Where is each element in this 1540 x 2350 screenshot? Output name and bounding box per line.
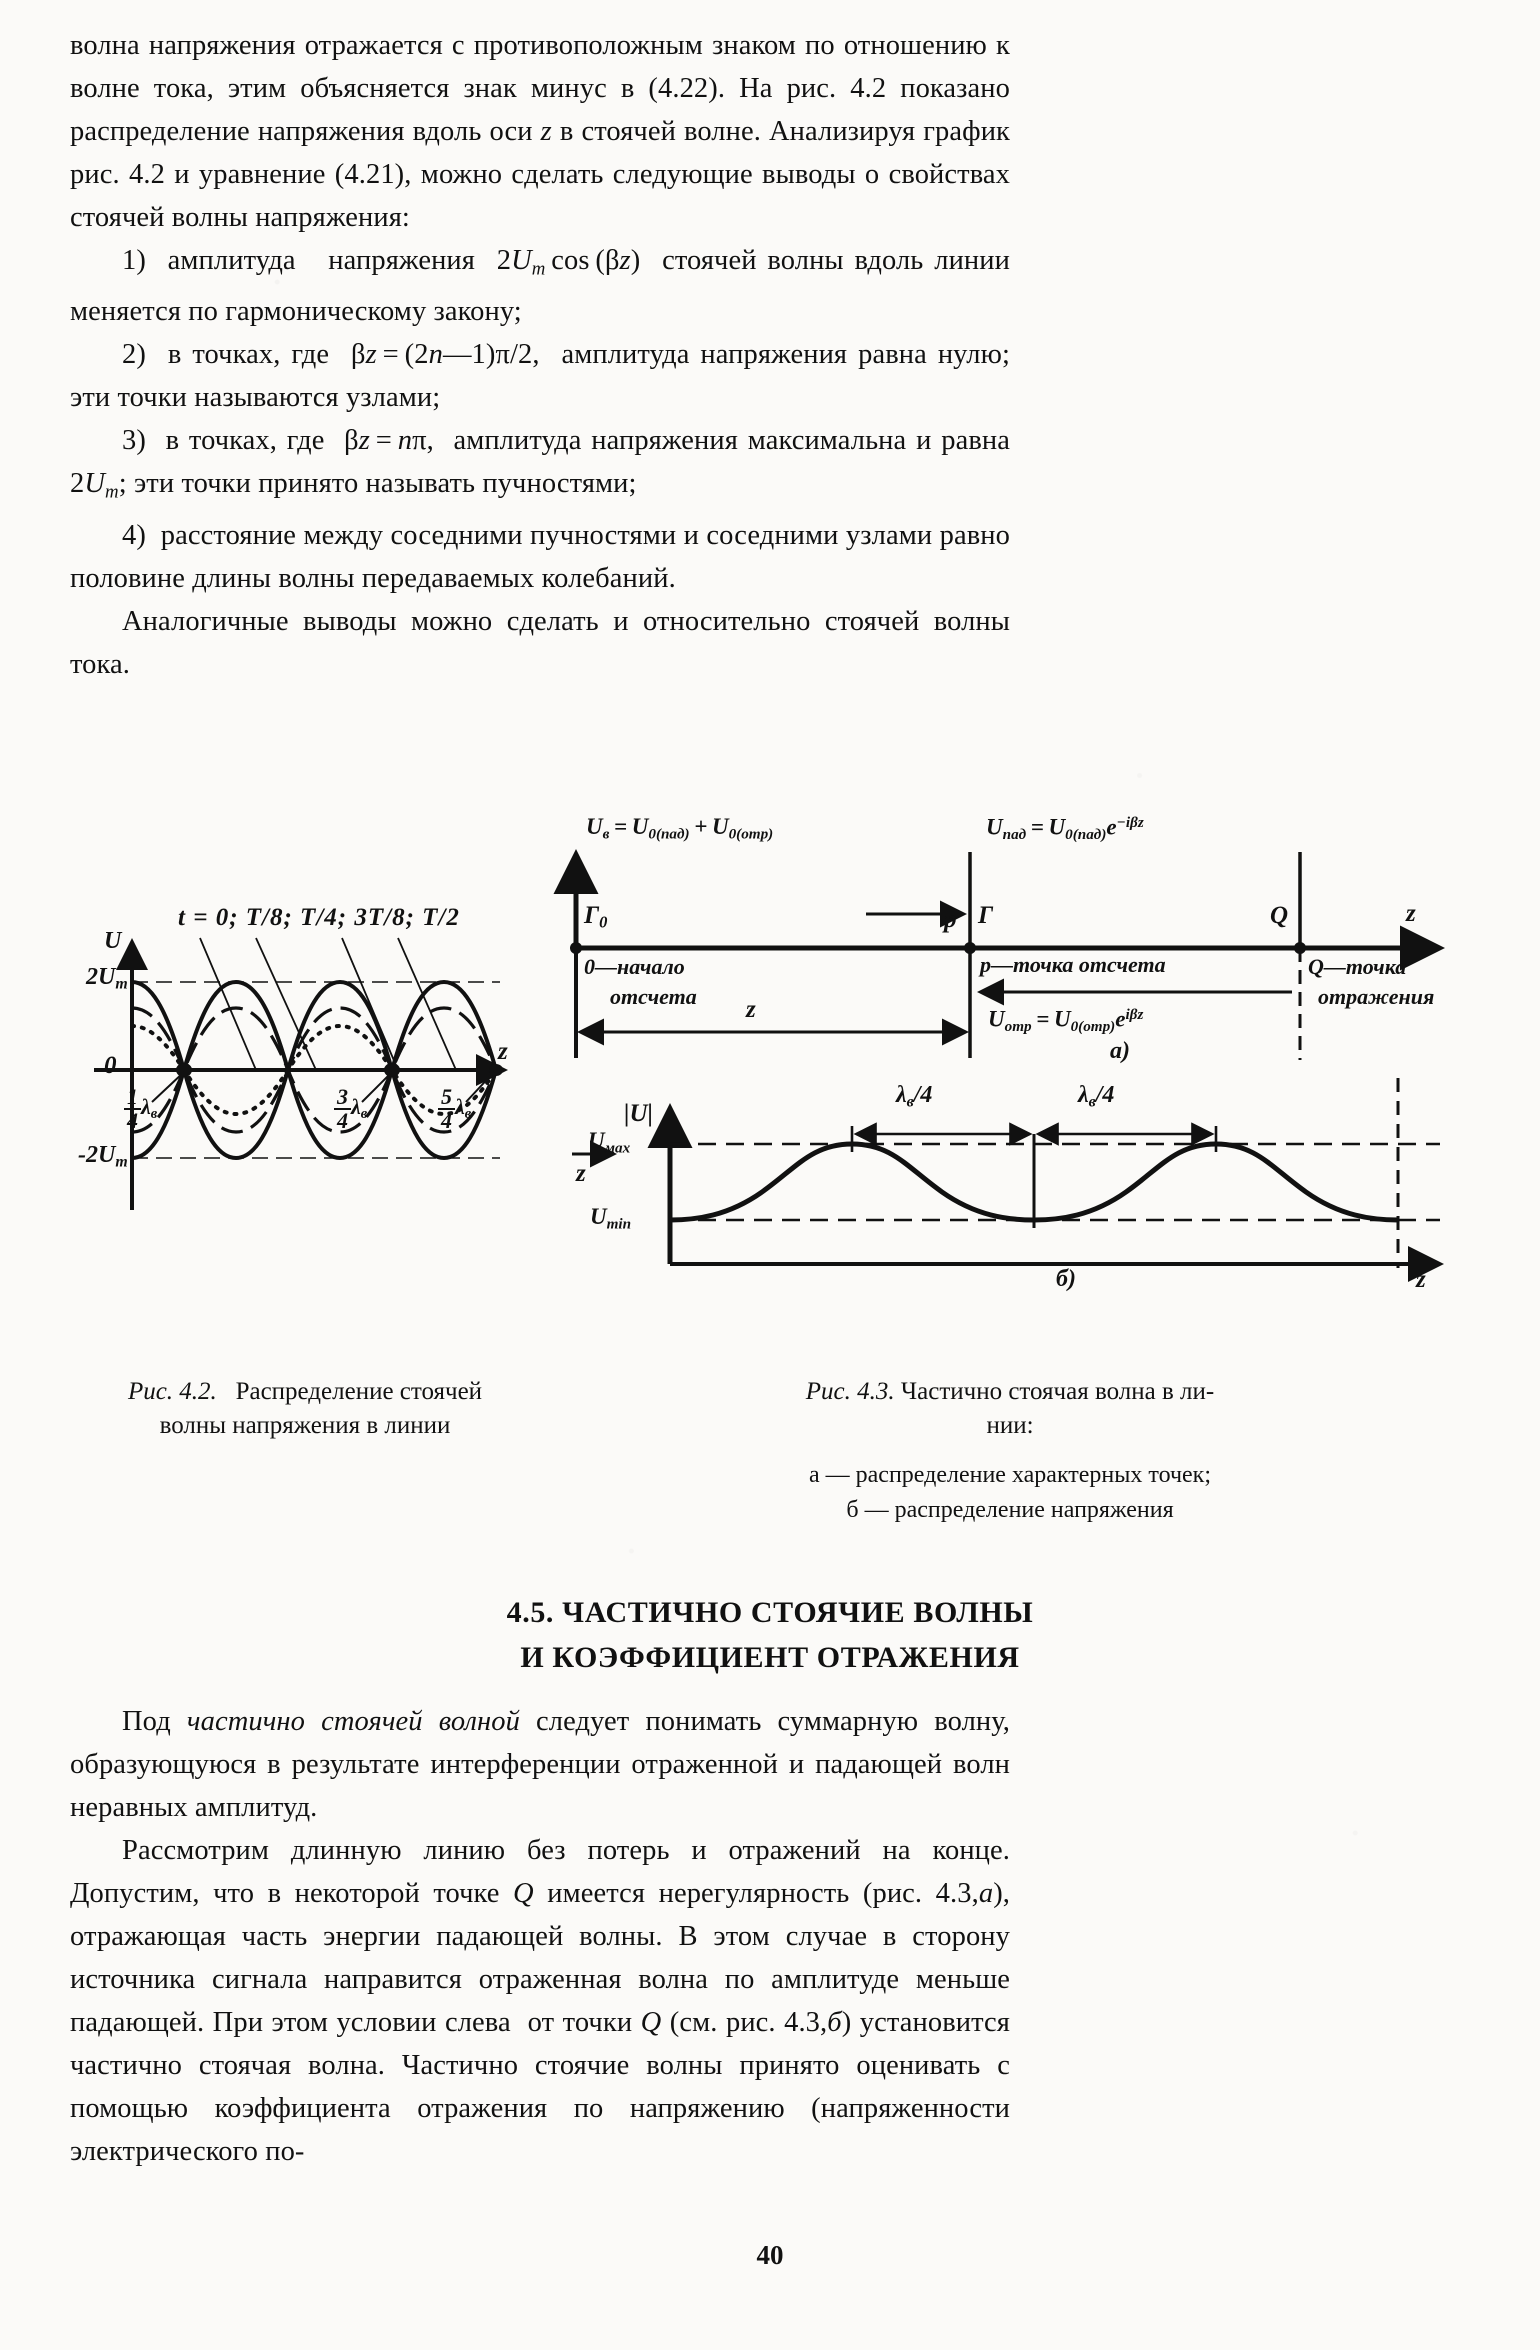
fig42-xtick-3: 5 4 λв [438, 1086, 471, 1132]
fig42-x-axis-label: z [498, 1038, 508, 1065]
figure-4-3-a-svg [553, 849, 1445, 1060]
fig43a-origin-note: 0—начало отсчета [584, 952, 697, 1012]
paragraph-definition: Под частично стоячей волной следует пони… [70, 1700, 1010, 1829]
fig42-leader-3 [341, 937, 399, 1071]
section-heading-line1: 4.5. ЧАСТИЧНО СТОЯЧИЕ ВОЛНЫ [506, 1596, 1034, 1629]
caption-4-2-line1: Рис. 4.2. Распределение стоячей [70, 1375, 540, 1409]
fig43b-tick-min: Umin [590, 1204, 632, 1233]
paragraph-intro: волна напряжения отражается с противопол… [70, 30, 1010, 233]
page-number: 40 [756, 2240, 784, 2270]
caption-4-2: Рис. 4.2. Распределение стоячей волны на… [70, 1375, 540, 1443]
fig42-tick-label-zero: 0 [104, 1052, 117, 1079]
fig42-node-2 [384, 1063, 400, 1077]
figure-4-2-svg [94, 937, 508, 1210]
fig42-curve-t0 [131, 979, 498, 1161]
fig43b-part-label: б) [1056, 1266, 1076, 1292]
fig43a-formula-reflected: Uотр = U0(отр)eiβz [988, 1006, 1144, 1035]
paragraph-definition-post: следует понимать суммарную волну, образу… [70, 1706, 1010, 1823]
fig43a-formula-incident: Uпад = U0(пад)e−iβz [986, 814, 1144, 843]
fig43b-tick-max: Uмах [588, 1128, 631, 1157]
fig43b-y-axis-label: |U| [624, 1100, 654, 1127]
fig43a-z-dimension-label: z [746, 996, 756, 1023]
caption-4-3-line1: Рис. 4.3. Частично стоячая волна в ли- [560, 1375, 1460, 1409]
bottom-text-block: Под частично стоячей волной следует пони… [70, 1700, 1010, 2173]
fig42-leader-4 [397, 937, 457, 1071]
paragraph-closing: Аналогичные выводы можно сделать и относ… [70, 605, 1010, 680]
fig43a-origin-note-l1: 0—начало [584, 954, 685, 979]
caption-4-2-text: Распределение стоячей [235, 1378, 483, 1405]
section-heading: 4.5. ЧАСТИЧНО СТОЯЧИЕ ВОЛНЫ И КОЭФФИЦИЕН… [70, 1590, 1470, 1680]
fig42-tick-label-top: 2Um [86, 964, 128, 993]
fig43a-gamma-label: Г [978, 902, 994, 929]
list-item-2: 2) в точках, где βz = (2n—1)π/2, амплиту… [70, 339, 1010, 414]
paragraph-definition-emph: частично стоячей волной [186, 1706, 520, 1737]
fig42-curve-Thalf [131, 979, 498, 1161]
fig42-leader-1 [199, 937, 257, 1071]
fig43a-p-note: p—точка отсчета [980, 952, 1166, 977]
fig43a-q-label: Q [1270, 902, 1289, 929]
fig43b-z-label: z [576, 1160, 586, 1187]
caption-4-3-line2: нии: [986, 1412, 1034, 1439]
fig43a-part-label: а) [1110, 1038, 1130, 1064]
fig43a-origin-dot [570, 942, 582, 954]
list-item-4: 4) расстояние между соседними пучностями… [70, 519, 1010, 594]
paragraph-definition-pre: Под [122, 1706, 187, 1737]
fig42-xtick-2: 3 4 λв [334, 1086, 367, 1132]
figure-4-3: Uв = U0(пад) + U0(отр) Uпад = U0(пад)e−i… [540, 814, 1470, 1350]
fig43b-x-axis-label: z [1416, 1266, 1426, 1293]
figure-4-3-b-svg [572, 1078, 1444, 1282]
fig42-xtick-1: 1 4 λв [124, 1086, 157, 1132]
fig43a-origin-note-l2: отсчета [610, 984, 697, 1009]
fig42-curve-3T8 [131, 1006, 498, 1134]
caption-4-3-number: Рис. 4.3. [805, 1378, 895, 1405]
fig43b-span-label-2: λв/4 [1078, 1082, 1115, 1111]
section-heading-line2: И КОЭФФИЦИЕНТ ОТРАЖЕНИЯ [520, 1641, 1020, 1674]
fig43a-q-dot [1294, 942, 1306, 954]
fig43a-p-dot [964, 942, 976, 954]
fig42-tick-leader-2 [361, 1071, 393, 1103]
fig43a-z-axis-label: z [1406, 900, 1416, 927]
fig42-leader-2 [255, 937, 317, 1071]
caption-4-3-b: б — распределение напряжения [846, 1497, 1174, 1523]
list-item-1: 1) амплитуда напряжения 2Um cos (βz) сто… [70, 245, 1010, 328]
figures-area: U 2Um 0 -2Um t = 0; T/8; T/4; 3T/8; T/2 … [70, 814, 1470, 1380]
top-text-block: волна напряжения отражается с противопол… [70, 24, 1010, 686]
figure-4-3-a: Uв = U0(пад) + U0(отр) Uпад = U0(пад)e−i… [540, 814, 1470, 1070]
fig43a-formula-total: Uв = U0(пад) + U0(отр) [586, 814, 774, 843]
caption-4-3: Рис. 4.3. Частично стоячая волна в ли- н… [560, 1375, 1460, 1527]
fig42-node-1 [176, 1063, 192, 1077]
fig42-time-legend: t = 0; T/8; T/4; 3T/8; T/2 [178, 904, 460, 931]
fig42-curve-T4 [130, 1023, 498, 1117]
figure-4-2: U 2Um 0 -2Um t = 0; T/8; T/4; 3T/8; T/2 … [78, 904, 510, 1220]
fig43a-q-note-l2: отражения [1318, 984, 1435, 1009]
caption-4-3-text: Частично стоячая волна в ли- [900, 1378, 1215, 1405]
fig43a-gamma0-label: Г0 [584, 902, 608, 932]
paragraph-analysis: Рассмотрим длинную линию без потерь и от… [70, 1835, 1011, 2167]
fig42-y-axis-label: U [104, 928, 122, 954]
fig42-tick-label-bottom: -2Um [78, 1142, 128, 1171]
fig43a-q-note-l1: Q—точка [1308, 954, 1407, 979]
fig42-curve-T8 [131, 1006, 498, 1134]
fig42-tick-leader-1 [151, 1071, 185, 1103]
fig43b-span-label-1: λв/4 [896, 1082, 933, 1111]
fig43a-p-label: p [944, 906, 957, 933]
caption-4-2-number: Рис. 4.2. [127, 1378, 217, 1405]
fig42-tick-leader-3 [465, 1071, 495, 1103]
caption-4-3-a: а — распределение характерных точек; [808, 1462, 1211, 1488]
caption-4-2-line2: волны напряжения в линии [159, 1412, 451, 1439]
fig43a-q-note: Q—точка отражения [1308, 952, 1434, 1012]
list-item-3: 3) в точках, где βz = nπ, амплитуда напр… [70, 425, 1010, 503]
figure-4-3-b: |U| z Uмах Umin λв/4 λв/4 б) z [540, 1068, 1470, 1308]
